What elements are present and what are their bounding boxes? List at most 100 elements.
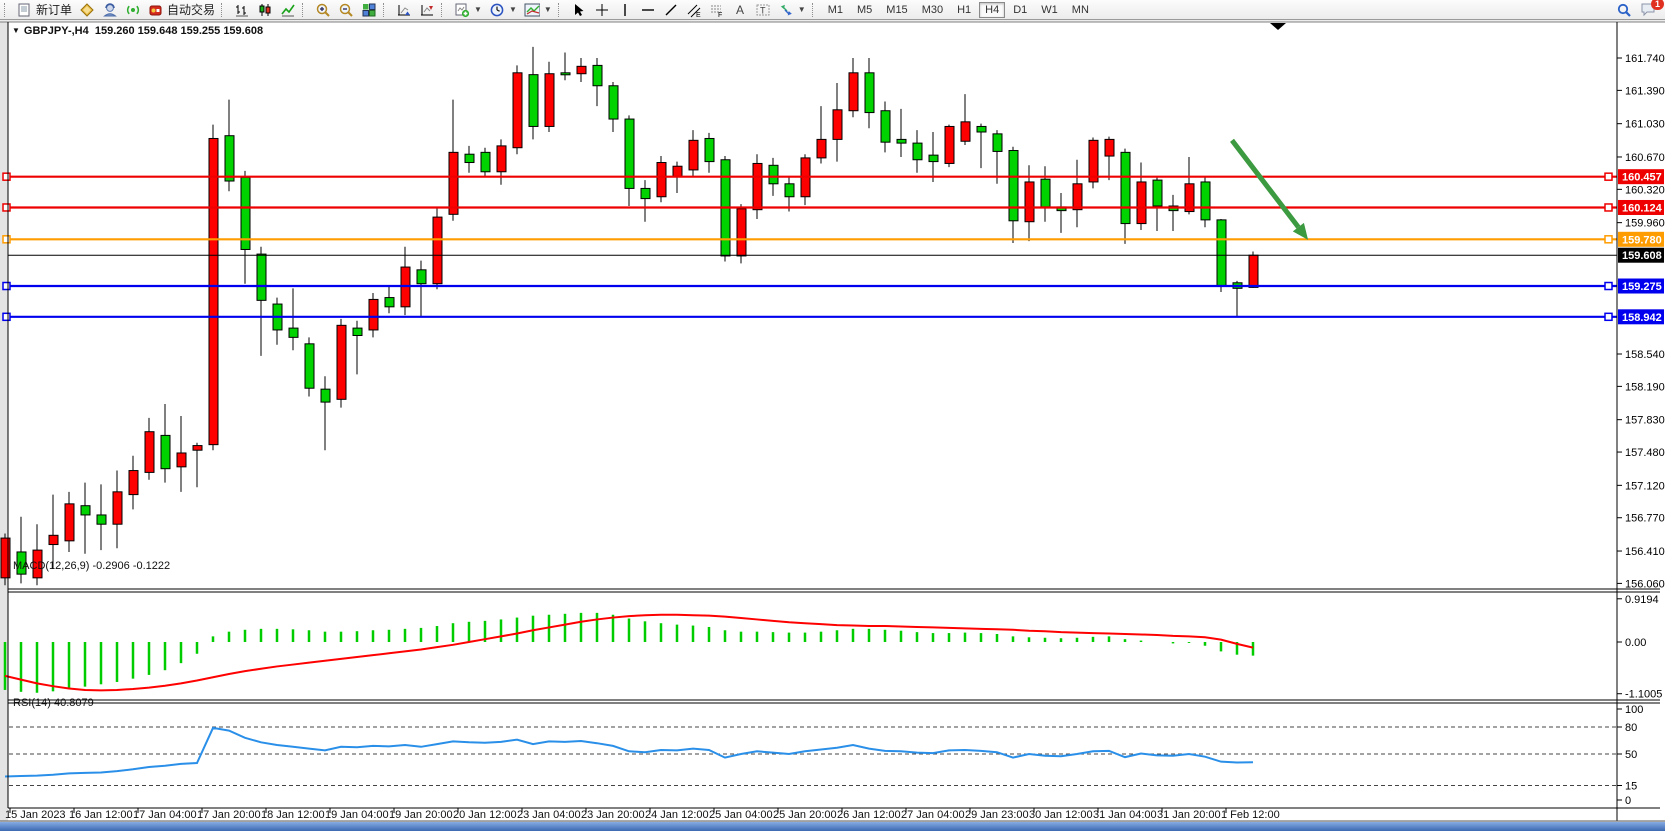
rsi-line: [4, 726, 1254, 778]
timeframe-w1-button[interactable]: W1: [1035, 2, 1064, 18]
notification-badge: 1: [1650, 0, 1664, 10]
line-chart-icon: [280, 2, 296, 18]
fibonacci-button[interactable]: F: [706, 1, 728, 19]
svg-text:160.670: 160.670: [1625, 152, 1665, 164]
trendline-button[interactable]: [660, 1, 682, 19]
svg-text:E: E: [696, 12, 701, 18]
broadcast-button[interactable]: [122, 1, 144, 19]
timeframe-toolbar: M1 M5 M15 M30 H1 H4 D1 W1 MN: [822, 1, 1095, 18]
text-label-button[interactable]: T: [752, 1, 774, 19]
search-icon[interactable]: [1616, 2, 1632, 18]
chart-candles-button[interactable]: [254, 1, 276, 19]
auto-trading-button[interactable]: 自动交易: [145, 1, 218, 19]
x-axis-label: 18 Jan 12:00: [261, 809, 325, 821]
svg-text:157.830: 157.830: [1625, 415, 1665, 427]
toolbar-grip[interactable]: [383, 2, 388, 17]
svg-text:160.124: 160.124: [1622, 202, 1663, 214]
dropdown-caret-icon: ▼: [474, 5, 482, 14]
toolbar-grip[interactable]: [441, 2, 446, 17]
support-button[interactable]: [99, 1, 121, 19]
x-axis-label: 23 Jan 04:00: [517, 809, 581, 821]
arrows-button[interactable]: ▼: [775, 1, 809, 19]
timeframe-mn-button[interactable]: MN: [1066, 2, 1095, 18]
auto-trading-icon: [148, 2, 164, 18]
new-chart-button[interactable]: ▼: [451, 1, 485, 19]
toolbar: 新订单 自动交易: [0, 0, 1665, 20]
toolbar-grip[interactable]: [302, 2, 307, 17]
zoom-out-button[interactable]: [335, 1, 357, 19]
x-axis-label: 29 Jan 23:00: [965, 809, 1029, 821]
svg-text:161.740: 161.740: [1625, 53, 1665, 65]
candlesticks: [0, 46, 1259, 586]
toolbar-grip[interactable]: [4, 2, 9, 17]
broadcast-icon: [125, 2, 141, 18]
timeframe-d1-button[interactable]: D1: [1007, 2, 1033, 18]
chart-shift-button[interactable]: [416, 1, 438, 19]
tile-windows-button[interactable]: [358, 1, 380, 19]
timeframe-m30-button[interactable]: M30: [916, 2, 949, 18]
x-axis-label: 24 Jan 12:00: [645, 809, 709, 821]
timeframe-m1-button[interactable]: M1: [822, 2, 849, 18]
chat-button[interactable]: 1: [1640, 0, 1664, 17]
chart-bars-button[interactable]: [231, 1, 253, 19]
auto-scroll-button[interactable]: [393, 1, 415, 19]
zoom-in-button[interactable]: [312, 1, 334, 19]
x-axis-label: 15 Jan 2023: [5, 809, 66, 821]
symbol-dropdown-icon[interactable]: ▼: [12, 26, 20, 35]
x-axis-label: 20 Jan 12:00: [453, 809, 517, 821]
auto-scroll-icon: [396, 2, 412, 18]
crosshair-button[interactable]: [591, 1, 613, 19]
timeframe-h4-button[interactable]: H4: [979, 1, 1006, 18]
trendline-icon: [663, 2, 679, 18]
svg-text:F: F: [718, 12, 722, 18]
toolbar-grip[interactable]: [221, 2, 226, 17]
x-axis-label: 17 Jan 04:00: [133, 809, 197, 821]
trend-arrow: [1230, 138, 1301, 229]
arrows-icon: [778, 2, 794, 18]
text-button[interactable]: A: [729, 1, 751, 19]
fibonacci-icon: F: [709, 2, 725, 18]
x-axis-label: 19 Jan 20:00: [389, 809, 453, 821]
horizontal-level-lines: [2, 172, 1617, 322]
text-icon: A: [732, 2, 748, 18]
chart-line-button[interactable]: [277, 1, 299, 19]
cursor-button[interactable]: [568, 1, 590, 19]
macd-indicator: [3, 612, 1255, 693]
svg-text:156.060: 156.060: [1625, 578, 1665, 590]
svg-text:157.480: 157.480: [1625, 447, 1665, 459]
x-axis-label: 1 Feb 12:00: [1221, 809, 1280, 821]
zoom-in-icon: [315, 2, 331, 18]
zoom-out-icon: [338, 2, 354, 18]
channel-button[interactable]: E: [683, 1, 705, 19]
svg-text:A: A: [736, 3, 744, 17]
vertical-line-button[interactable]: [614, 1, 636, 19]
periods-button[interactable]: ▼: [486, 1, 520, 19]
svg-text:158.942: 158.942: [1622, 312, 1662, 324]
svg-text:161.030: 161.030: [1625, 119, 1665, 131]
new-order-button[interactable]: 新订单: [14, 1, 75, 19]
account-button[interactable]: [76, 1, 98, 19]
timeframe-h1-button[interactable]: H1: [951, 2, 977, 18]
time-axis[interactable]: 15 Jan 2023 16 Jan 12:00 17 Jan 04:00 17 Ja…: [0, 809, 1665, 822]
x-axis-label: 31 Jan 04:00: [1093, 809, 1157, 821]
timeframe-m5-button[interactable]: M5: [851, 2, 878, 18]
svg-text:0.00: 0.00: [1625, 637, 1646, 649]
timeframe-m15-button[interactable]: M15: [880, 2, 913, 18]
chart-ohlc: 159.260 159.648 159.255 159.608: [94, 25, 264, 37]
toolbar-grip[interactable]: [811, 2, 817, 17]
toolbar-grip[interactable]: [557, 2, 563, 17]
templates-button[interactable]: ▼: [521, 1, 555, 19]
svg-text:T: T: [760, 5, 766, 15]
dropdown-caret-icon: ▼: [508, 5, 517, 14]
chart-shift-icon: [419, 2, 435, 18]
macd-signal-line: [4, 613, 1254, 692]
support-agent-icon: [102, 2, 118, 18]
dropdown-caret-icon: ▼: [543, 5, 552, 14]
text-label-icon: T: [755, 2, 771, 18]
horizontal-line-button[interactable]: [637, 1, 659, 19]
svg-text:80: 80: [1625, 722, 1637, 734]
svg-text:158.190: 158.190: [1625, 381, 1665, 393]
rsi-indicator: [4, 726, 1616, 786]
